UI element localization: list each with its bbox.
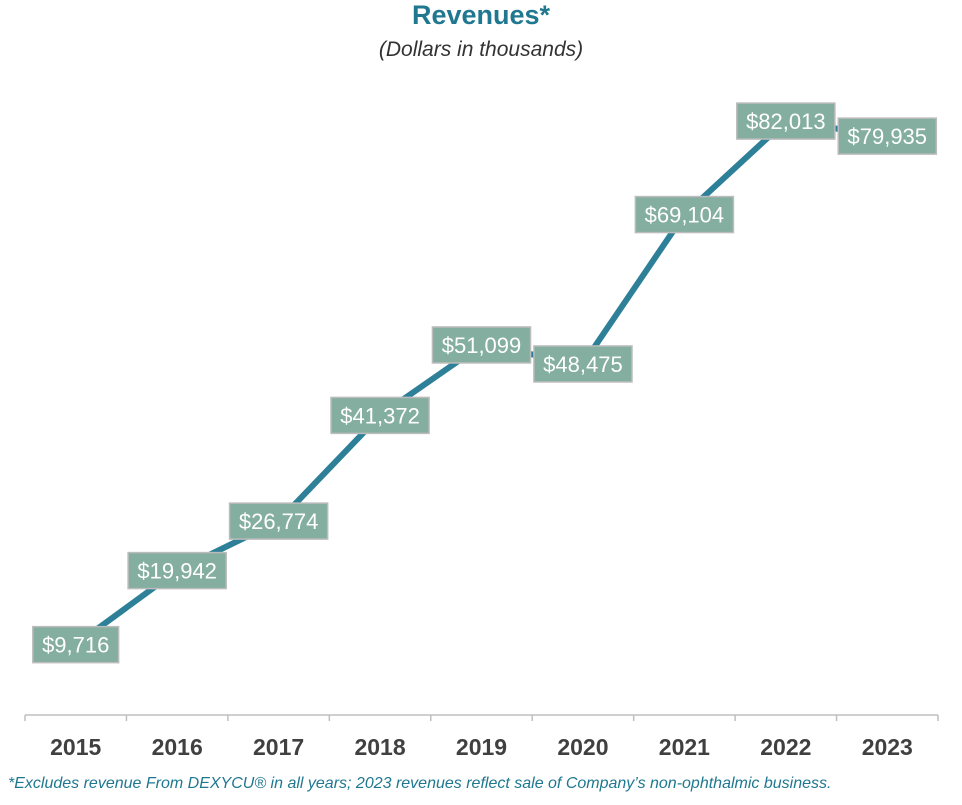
data-label-text: $82,013 bbox=[746, 109, 826, 134]
x-tick-label: 2022 bbox=[760, 734, 811, 760]
data-label-box bbox=[228, 502, 329, 540]
x-tick-label: 2017 bbox=[253, 734, 304, 760]
data-point-label: $41,372 bbox=[330, 396, 430, 435]
x-tick-label: 2015 bbox=[50, 734, 101, 760]
data-label-text: $9,716 bbox=[42, 633, 109, 658]
data-label-box bbox=[330, 396, 430, 435]
data-point-label: $69,104 bbox=[634, 195, 735, 234]
chart-title: Revenues* bbox=[411, 0, 551, 30]
x-tick-label: 2021 bbox=[659, 734, 710, 760]
x-tick-label: 2023 bbox=[862, 734, 913, 760]
data-label-text: $51,099 bbox=[442, 333, 522, 358]
data-label-text: $79,935 bbox=[848, 124, 928, 149]
data-label-box bbox=[533, 345, 633, 383]
data-label-text: $69,104 bbox=[645, 203, 725, 228]
data-label-text: $48,475 bbox=[543, 352, 623, 377]
data-label-box bbox=[431, 326, 532, 364]
data-point-label: $79,935 bbox=[837, 117, 938, 155]
x-tick-label: 2020 bbox=[557, 734, 608, 760]
data-label-box bbox=[634, 195, 735, 234]
data-label-box bbox=[127, 551, 227, 590]
data-label-box bbox=[736, 102, 836, 140]
data-label-box bbox=[32, 625, 120, 664]
data-label-text: $41,372 bbox=[340, 403, 420, 428]
chart-subtitle: (Dollars in thousands) bbox=[378, 38, 584, 61]
x-tick-label: 2018 bbox=[354, 734, 405, 760]
data-label-box bbox=[837, 117, 938, 155]
data-point-label: $48,475 bbox=[533, 345, 633, 383]
data-label-text: $26,774 bbox=[239, 509, 319, 534]
data-label-text: $19,942 bbox=[137, 559, 217, 584]
data-point-label: $9,716 bbox=[32, 625, 120, 664]
data-point-label: $51,099 bbox=[431, 326, 532, 364]
data-point-label: $26,774 bbox=[228, 502, 329, 540]
x-tick-label: 2016 bbox=[152, 734, 203, 760]
data-point-label: $19,942 bbox=[127, 551, 227, 590]
data-point-label: $82,013 bbox=[736, 102, 836, 140]
chart-footnote: *Excludes revenue From DEXYCU® in all ye… bbox=[8, 775, 832, 792]
x-tick-label: 2019 bbox=[456, 734, 507, 760]
